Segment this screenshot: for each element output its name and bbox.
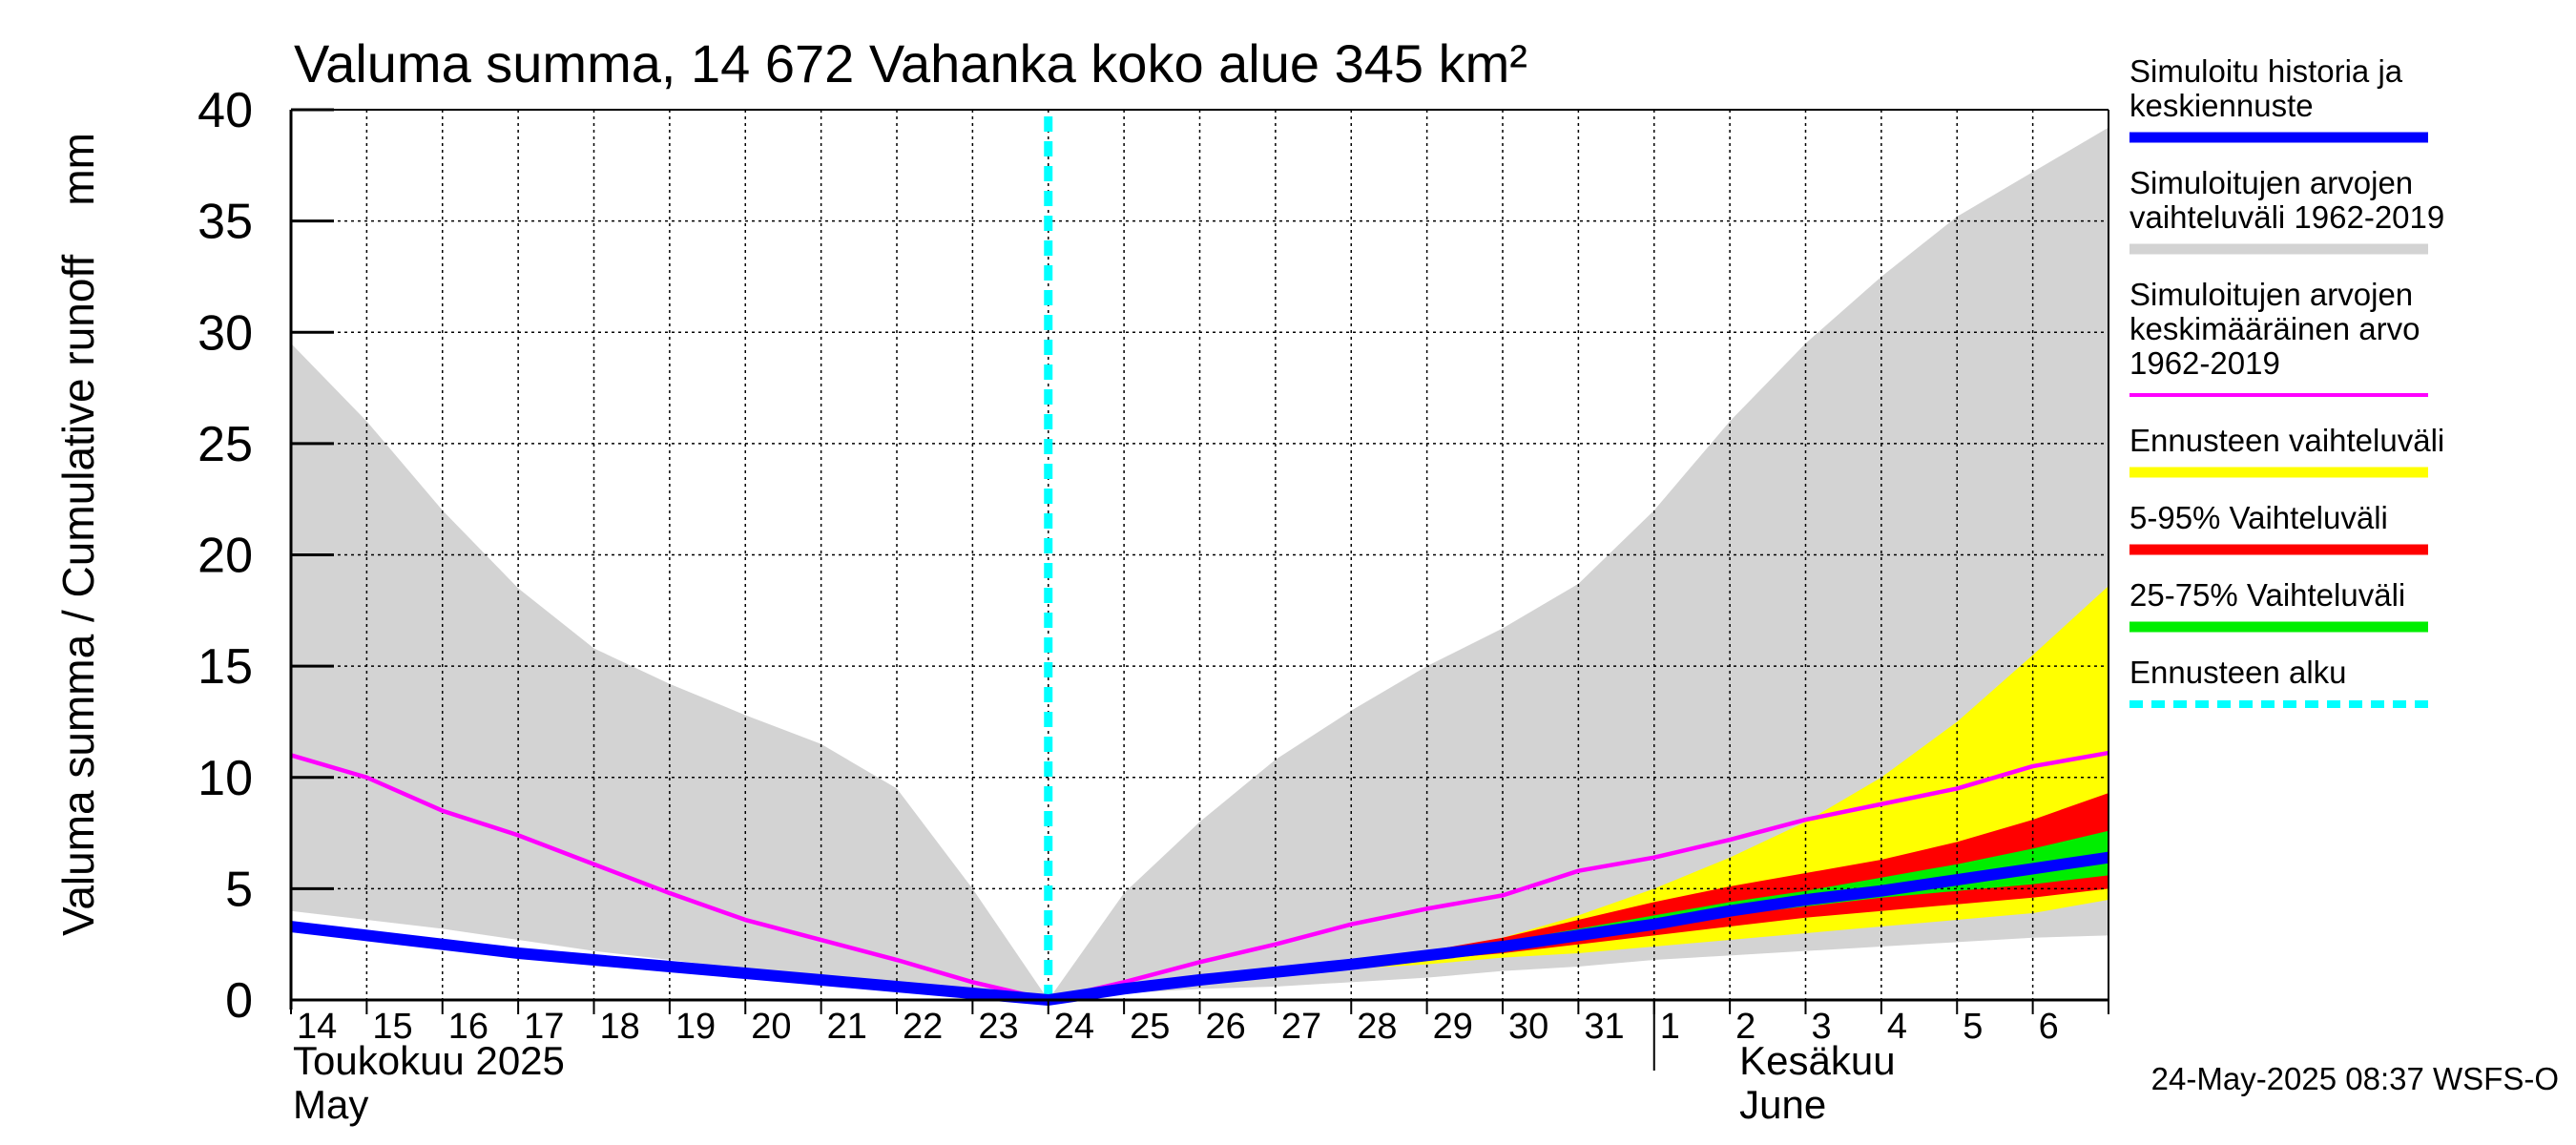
y-tick-label-30: 30 xyxy=(197,305,253,361)
x-tick-label-3: 17 xyxy=(524,1007,564,1047)
legend-label-1: Simuloitujen arvojen xyxy=(2129,165,2413,200)
y-tick-label-35: 35 xyxy=(197,195,253,250)
band-0 xyxy=(291,127,2109,1000)
y-tick-label-25: 25 xyxy=(197,417,253,472)
y-tick-label-20: 20 xyxy=(197,529,253,584)
x-tick-label-5: 19 xyxy=(675,1007,716,1047)
x-tick-label-19: 2 xyxy=(1735,1007,1755,1047)
y-tick-label-10: 10 xyxy=(197,751,253,806)
x-tick-label-12: 26 xyxy=(1206,1007,1246,1047)
x-tick-label-16: 30 xyxy=(1508,1007,1548,1047)
x-tick-label-2: 16 xyxy=(448,1007,488,1047)
series-lines xyxy=(290,116,2109,1006)
series-line-1 xyxy=(290,851,2109,1006)
legend-label-1: vaihteluväli 1962-2019 xyxy=(2129,199,2444,235)
x-tick-label-15: 29 xyxy=(1433,1007,1473,1047)
y-tick-label-5: 5 xyxy=(225,862,253,917)
footer-timestamp: 24-May-2025 08:37 WSFS-O xyxy=(2151,1061,2559,1096)
x-tick-label-18: 1 xyxy=(1660,1007,1680,1047)
x-tick-label-0: 14 xyxy=(297,1007,337,1047)
legend-label-0: keskiennuste xyxy=(2129,88,2314,123)
y-tick-label-0: 0 xyxy=(225,973,253,1029)
x-tick-label-7: 21 xyxy=(827,1007,867,1047)
month-label-en-0: May xyxy=(293,1082,368,1127)
x-tick-label-23: 6 xyxy=(2039,1007,2059,1047)
y-axis-label: Valuma summa / Cumulative runoff mm xyxy=(53,133,103,936)
legend-label-2: Simuloitujen arvojen xyxy=(2129,277,2413,312)
month-label-fi-1: Kesäkuu xyxy=(1739,1038,1895,1083)
x-tick-label-14: 28 xyxy=(1357,1007,1397,1047)
grid xyxy=(291,109,2109,1001)
y-tick-label-15: 15 xyxy=(197,639,253,695)
legend-label-2: 1962-2019 xyxy=(2129,345,2280,381)
month-label-fi-0: Toukokuu 2025 xyxy=(293,1038,565,1083)
legend-label-3: Ennusteen vaihteluväli xyxy=(2129,423,2444,458)
chart-title: Valuma summa, 14 672 Vahanka koko alue 3… xyxy=(294,33,1527,94)
legend-label-6: Ennusteen alku xyxy=(2129,655,2347,690)
x-tick-label-11: 25 xyxy=(1130,1007,1170,1047)
legend-label-4: 5-95% Vaihteluväli xyxy=(2129,500,2388,535)
x-tick-label-22: 5 xyxy=(1963,1007,1983,1047)
x-tick-label-8: 22 xyxy=(903,1007,943,1047)
x-tick-label-9: 23 xyxy=(978,1007,1018,1047)
x-tick-label-20: 3 xyxy=(1812,1007,1832,1047)
band-2 xyxy=(1048,793,2109,1000)
x-tick-label-21: 4 xyxy=(1887,1007,1907,1047)
y-tick-label-40: 40 xyxy=(197,83,253,138)
series-line-0 xyxy=(290,750,2109,1003)
x-tick-label-17: 31 xyxy=(1584,1007,1624,1047)
legend-label-2: keskimääräinen arvo xyxy=(2129,311,2420,346)
x-tick-label-6: 20 xyxy=(751,1007,791,1047)
x-tick-label-13: 27 xyxy=(1281,1007,1321,1047)
x-tick-label-1: 15 xyxy=(372,1007,412,1047)
x-tick-label-4: 18 xyxy=(600,1007,640,1047)
legend-label-0: Simuloitu historia ja xyxy=(2129,53,2403,89)
x-tick-label-10: 24 xyxy=(1054,1007,1094,1047)
month-label-en-1: June xyxy=(1739,1082,1826,1127)
legend-label-5: 25-75% Vaihteluväli xyxy=(2129,577,2405,613)
